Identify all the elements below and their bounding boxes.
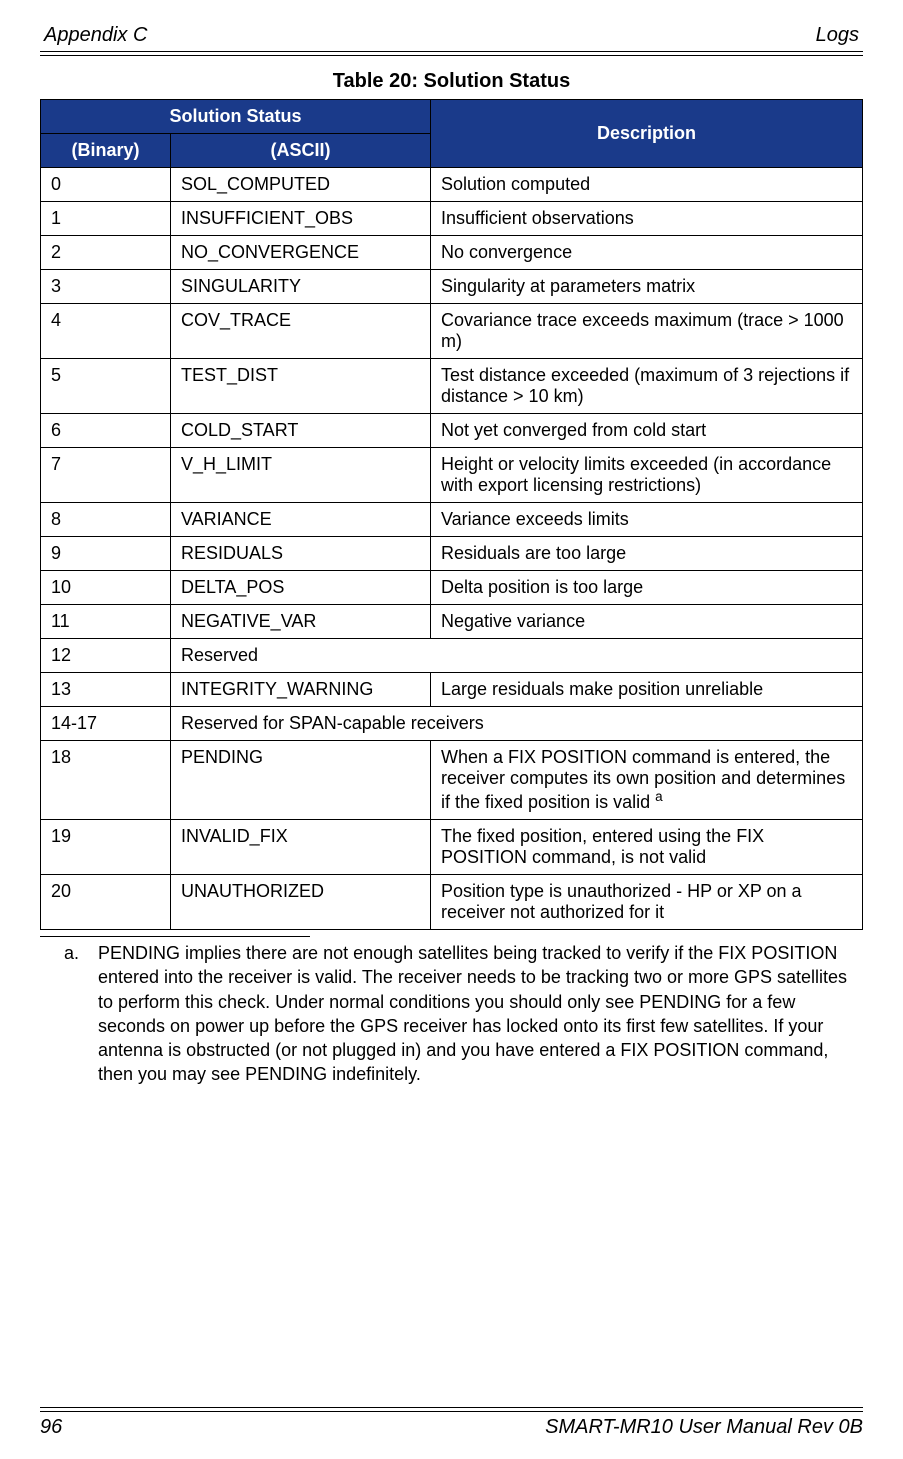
page-header: Appendix C Logs <box>40 24 863 51</box>
cell-binary: 14-17 <box>41 707 171 741</box>
cell-description: Variance exceeds limits <box>431 503 863 537</box>
cell-binary: 5 <box>41 359 171 414</box>
cell-description: No convergence <box>431 236 863 270</box>
table-row: 1INSUFFICIENT_OBSInsufficient observatio… <box>41 202 863 236</box>
table-row: 11NEGATIVE_VARNegative variance <box>41 605 863 639</box>
cell-binary: 3 <box>41 270 171 304</box>
th-ascii: (ASCII) <box>171 134 431 168</box>
table-row: 8VARIANCEVariance exceeds limits <box>41 503 863 537</box>
cell-description: Negative variance <box>431 605 863 639</box>
cell-ascii: INSUFFICIENT_OBS <box>171 202 431 236</box>
cell-description: When a FIX POSITION command is entered, … <box>431 741 863 820</box>
header-left: Appendix C <box>44 24 147 47</box>
cell-binary: 6 <box>41 414 171 448</box>
cell-ascii: TEST_DIST <box>171 359 431 414</box>
cell-ascii: NEGATIVE_VAR <box>171 605 431 639</box>
cell-ascii: PENDING <box>171 741 431 820</box>
table-row: 9RESIDUALSResiduals are too large <box>41 537 863 571</box>
cell-description: Height or velocity limits exceeded (in a… <box>431 448 863 503</box>
cell-binary: 9 <box>41 537 171 571</box>
cell-binary: 10 <box>41 571 171 605</box>
cell-ascii: VARIANCE <box>171 503 431 537</box>
cell-binary: 0 <box>41 168 171 202</box>
footnote-marker: a. <box>64 941 98 1087</box>
header-right: Logs <box>816 24 859 47</box>
table-body: 0SOL_COMPUTEDSolution computed1INSUFFICI… <box>41 168 863 930</box>
th-description: Description <box>431 100 863 168</box>
table-row: 0SOL_COMPUTEDSolution computed <box>41 168 863 202</box>
cell-ascii: RESIDUALS <box>171 537 431 571</box>
table-title: Table 20: Solution Status <box>40 70 863 93</box>
cell-binary: 2 <box>41 236 171 270</box>
cell-description: Delta position is too large <box>431 571 863 605</box>
table-row: 2NO_CONVERGENCENo convergence <box>41 236 863 270</box>
cell-ascii: UNAUTHORIZED <box>171 875 431 930</box>
footnote-rule <box>40 936 310 937</box>
table-row: 19INVALID_FIXThe fixed position, entered… <box>41 820 863 875</box>
footnote: a. PENDING implies there are not enough … <box>40 941 863 1087</box>
cell-description: Not yet converged from cold start <box>431 414 863 448</box>
table-row: 12Reserved <box>41 639 863 673</box>
table-head: Solution Status Description (Binary) (AS… <box>41 100 863 168</box>
table-row: 3SINGULARITYSingularity at parameters ma… <box>41 270 863 304</box>
table-row: 6COLD_STARTNot yet converged from cold s… <box>41 414 863 448</box>
cell-binary: 11 <box>41 605 171 639</box>
cell-ascii: INTEGRITY_WARNING <box>171 673 431 707</box>
cell-description: Residuals are too large <box>431 537 863 571</box>
cell-binary: 20 <box>41 875 171 930</box>
cell-ascii: COLD_START <box>171 414 431 448</box>
footer-doc-title: SMART-MR10 User Manual Rev 0B <box>545 1416 863 1439</box>
cell-description: Large residuals make position unreliable <box>431 673 863 707</box>
cell-binary: 19 <box>41 820 171 875</box>
cell-ascii: SINGULARITY <box>171 270 431 304</box>
cell-description: Position type is unauthorized - HP or XP… <box>431 875 863 930</box>
solution-status-table: Solution Status Description (Binary) (AS… <box>40 99 863 930</box>
cell-binary: 7 <box>41 448 171 503</box>
cell-merged: Reserved <box>171 639 863 673</box>
table-row: 7V_H_LIMITHeight or velocity limits exce… <box>41 448 863 503</box>
cell-ascii: INVALID_FIX <box>171 820 431 875</box>
header-rule <box>40 51 863 56</box>
cell-binary: 18 <box>41 741 171 820</box>
cell-ascii: COV_TRACE <box>171 304 431 359</box>
cell-ascii: NO_CONVERGENCE <box>171 236 431 270</box>
cell-description: Insufficient observations <box>431 202 863 236</box>
cell-description: Test distance exceeded (maximum of 3 rej… <box>431 359 863 414</box>
table-row: 10DELTA_POSDelta position is too large <box>41 571 863 605</box>
cell-description: Singularity at parameters matrix <box>431 270 863 304</box>
table-row: 13INTEGRITY_WARNINGLarge residuals make … <box>41 673 863 707</box>
cell-ascii: DELTA_POS <box>171 571 431 605</box>
th-binary: (Binary) <box>41 134 171 168</box>
footer-page-number: 96 <box>40 1416 62 1439</box>
table-row: 14-17Reserved for SPAN-capable receivers <box>41 707 863 741</box>
th-solution-status: Solution Status <box>41 100 431 134</box>
cell-binary: 1 <box>41 202 171 236</box>
cell-ascii: SOL_COMPUTED <box>171 168 431 202</box>
footnote-ref: a <box>655 789 663 804</box>
cell-binary: 8 <box>41 503 171 537</box>
table-row: 20UNAUTHORIZEDPosition type is unauthori… <box>41 875 863 930</box>
cell-binary: 4 <box>41 304 171 359</box>
cell-binary: 13 <box>41 673 171 707</box>
cell-binary: 12 <box>41 639 171 673</box>
table-row: 4COV_TRACECovariance trace exceeds maxim… <box>41 304 863 359</box>
table-row: 5TEST_DISTTest distance exceeded (maximu… <box>41 359 863 414</box>
cell-ascii: V_H_LIMIT <box>171 448 431 503</box>
cell-description: The fixed position, entered using the FI… <box>431 820 863 875</box>
table-row: 18PENDINGWhen a FIX POSITION command is … <box>41 741 863 820</box>
page-footer: 96 SMART-MR10 User Manual Rev 0B <box>40 1407 863 1439</box>
footnote-text: PENDING implies there are not enough sat… <box>98 941 855 1087</box>
footer-rule <box>40 1407 863 1412</box>
cell-description: Covariance trace exceeds maximum (trace … <box>431 304 863 359</box>
page: Appendix C Logs Table 20: Solution Statu… <box>0 0 903 1459</box>
cell-description: Solution computed <box>431 168 863 202</box>
cell-merged: Reserved for SPAN-capable receivers <box>171 707 863 741</box>
